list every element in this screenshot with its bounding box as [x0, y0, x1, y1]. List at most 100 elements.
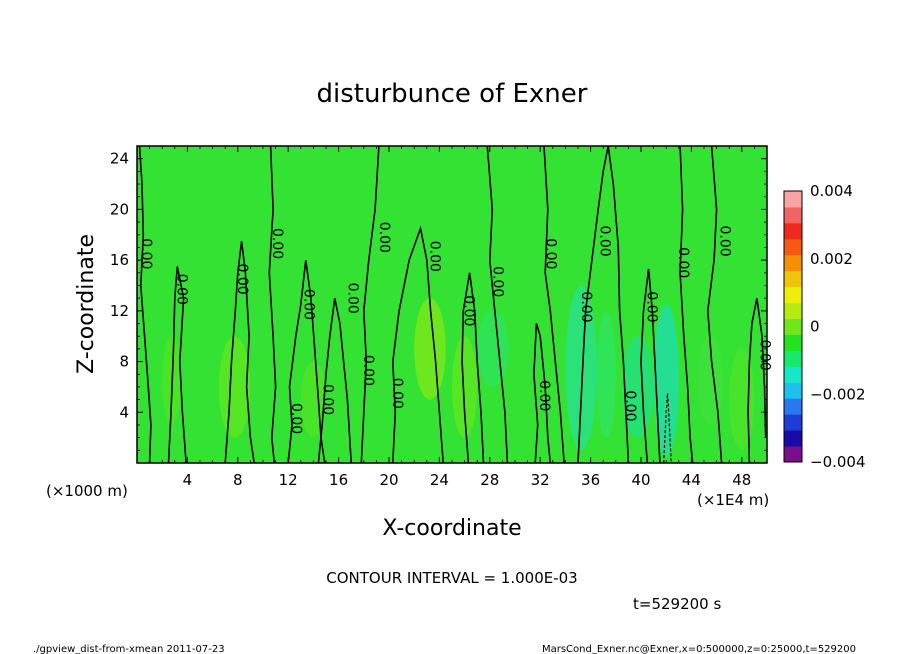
- contour-label: 0.00: [345, 283, 361, 314]
- colorbar-tick-label: 0: [810, 318, 820, 336]
- colorbar-cell: [784, 366, 802, 383]
- colorbar-cell: [784, 206, 802, 224]
- x-unit-left: (×1000 m): [46, 482, 128, 500]
- colorbar-cell: [784, 446, 802, 463]
- x-tick-label: 48: [732, 471, 751, 489]
- contour-label: 0.00: [716, 226, 732, 257]
- contour-label: 0.00: [301, 289, 317, 320]
- plot-area: 0.00 0.00 0.00 0.00 0.00 0.00 0.00 0.00 0.00 0.00…: [110, 145, 773, 489]
- shading-patch: [622, 336, 654, 438]
- contour-label: 0.00: [643, 291, 659, 322]
- x-tick-label: 36: [581, 471, 600, 489]
- footer-right: MarsCond_Exner.nc@Exner,x=0:500000,z=0:2…: [542, 644, 856, 654]
- contour-label: 0.00: [536, 380, 552, 411]
- colorbar-cell: [784, 191, 802, 208]
- colorbar-cell: [784, 382, 802, 399]
- contour-label: 0.00: [389, 378, 405, 409]
- contour-label: 0.00: [461, 295, 477, 326]
- colorbar-tick-layer: 0.004 0.002 0 −0.002 −0.004: [810, 182, 866, 471]
- colorbar-cell: [784, 270, 802, 288]
- colorbar-cell: [784, 398, 802, 415]
- y-tick-label: 12: [110, 302, 129, 320]
- colorbar-cell: [784, 254, 802, 272]
- y-tick-layer: 4 8 12 16 20 24: [110, 150, 767, 451]
- shading-patch: [218, 336, 251, 438]
- colorbar-cell: [784, 430, 802, 447]
- x-tick-label: 44: [682, 471, 701, 489]
- contour-label: 0.00: [360, 355, 376, 386]
- colorbar-cell: [784, 350, 802, 367]
- footer-left: ./gpview_dist-from-xmean 2011-07-23: [33, 644, 225, 654]
- contour-line-zero: [533, 323, 552, 464]
- contour-label: 0.00: [234, 264, 250, 295]
- contour-line-zero: [461, 272, 485, 464]
- colorbar-cell: [784, 318, 802, 335]
- shading-patch: [477, 310, 509, 387]
- colorbar-frame: [783, 190, 803, 463]
- shading-patch: [452, 336, 478, 438]
- contour-label: 0.00: [269, 228, 285, 259]
- shading-patch: [565, 285, 597, 451]
- contour-line-zero: [287, 259, 326, 464]
- contour-label: 0.00: [757, 340, 773, 371]
- colorbar-cell: [784, 334, 802, 351]
- colorbar: 0.004 0.002 0 −0.002 −0.004: [783, 182, 866, 471]
- colorbar-tick-label: −0.002: [810, 385, 866, 403]
- y-tick-label: 16: [110, 251, 129, 269]
- contour-layer: [138, 145, 767, 464]
- y-tick-label: 20: [110, 200, 129, 218]
- contour-label: 0.00: [376, 222, 392, 253]
- contour-label: 0.00: [597, 226, 613, 257]
- y-axis-label: Z-coordinate: [74, 234, 99, 374]
- contour-label: 0.00: [427, 241, 443, 272]
- colorbar-cells: [784, 191, 802, 463]
- colorbar-tick-label: −0.004: [810, 453, 866, 471]
- contour-label: 0.00: [622, 390, 638, 421]
- y-tick-label: 4: [119, 403, 129, 421]
- x-tick-label: 16: [329, 471, 348, 489]
- x-tick-label: 28: [480, 471, 499, 489]
- y-tick-label: 24: [110, 150, 129, 168]
- x-unit-right: (×1E4 m): [697, 491, 769, 509]
- contour-label: 0.00: [543, 238, 559, 269]
- contour-label-layer: 0.00 0.00 0.00 0.00 0.00 0.00 0.00 0.00 0.00 0.00…: [138, 222, 773, 434]
- shading-patch: [414, 298, 446, 400]
- contour-line-zero: [317, 298, 352, 464]
- contour-label: 0.00: [173, 274, 189, 305]
- contour-line-zero: [679, 145, 694, 464]
- contour-line-zero: [543, 145, 565, 464]
- shading-patch: [653, 304, 679, 457]
- colorbar-cell: [784, 302, 802, 320]
- colorbar-tick-label: 0.002: [810, 250, 853, 268]
- chart-title: disturbunce of Exner: [317, 79, 588, 109]
- contour-line-zero: [640, 268, 661, 464]
- x-tick-layer: 4 8 12 16 20 24 28 32 36 40 44 48: [149, 146, 755, 489]
- x-tick-label: 12: [279, 471, 298, 489]
- contour-line-zero: [360, 145, 380, 464]
- contour-label: 0.00: [578, 291, 594, 322]
- contour-label: 0.00: [320, 384, 336, 415]
- x-tick-label: 40: [631, 471, 650, 489]
- contour-interval-text: CONTOUR INTERVAL = 1.000E-03: [326, 569, 577, 587]
- colorbar-cell: [784, 238, 802, 256]
- contour-line-zero: [747, 298, 767, 464]
- shading-patch: [596, 310, 616, 438]
- contour-line-zero: [706, 145, 723, 464]
- contour-label: 0.00: [675, 247, 691, 278]
- x-tick-label: 8: [233, 471, 243, 489]
- contour-line-zero: [167, 266, 187, 464]
- shading-patch: [729, 348, 755, 451]
- contour-line-negative: [663, 393, 672, 464]
- x-tick-label: 32: [531, 471, 550, 489]
- time-text: t=529200 s: [633, 595, 721, 613]
- x-tick-label: 24: [430, 471, 449, 489]
- contour-label: 0.00: [490, 266, 506, 297]
- contour-label: 0.00: [288, 403, 304, 434]
- x-tick-label: 20: [379, 471, 398, 489]
- colorbar-tick-label: 0.004: [810, 182, 853, 200]
- x-tick-label: 4: [183, 471, 193, 489]
- colorbar-cell: [784, 286, 802, 304]
- contour-line-zero: [391, 225, 444, 464]
- x-axis-label: X-coordinate: [382, 516, 521, 541]
